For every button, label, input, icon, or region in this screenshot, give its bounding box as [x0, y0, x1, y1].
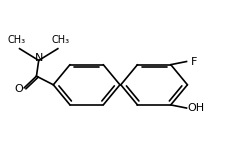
Text: CH₃: CH₃ [52, 35, 70, 45]
Text: OH: OH [188, 103, 205, 113]
Text: F: F [191, 57, 197, 67]
Text: O: O [14, 84, 23, 94]
Text: CH₃: CH₃ [8, 35, 26, 45]
Text: N: N [34, 53, 43, 63]
